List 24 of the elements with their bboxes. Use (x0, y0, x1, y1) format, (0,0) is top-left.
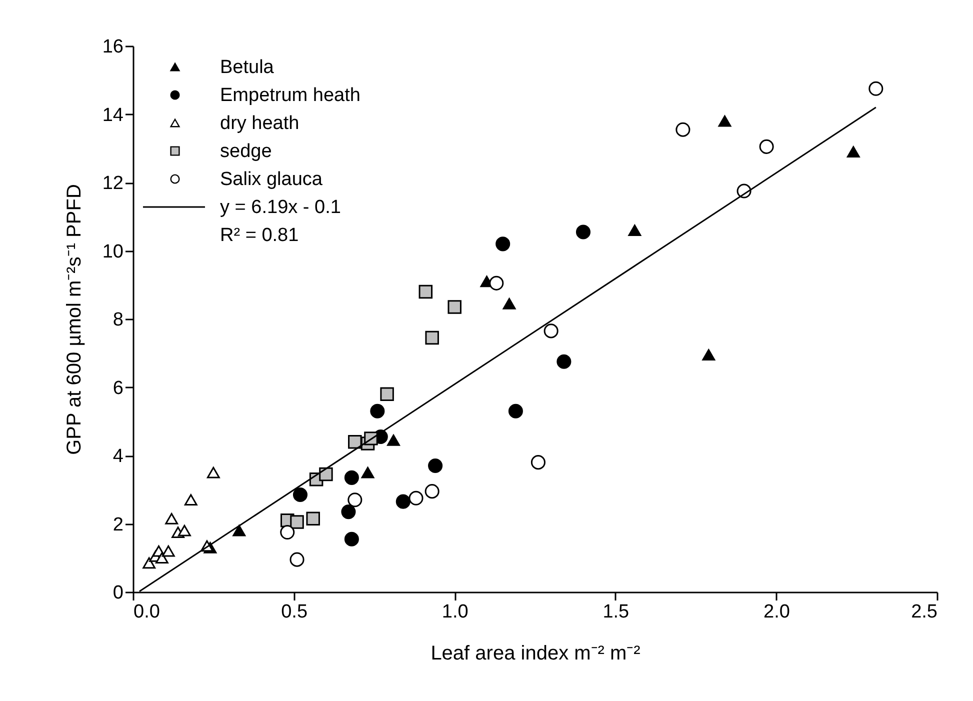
legend-label: dry heath (220, 113, 300, 134)
y-tick-label: 14 (102, 104, 124, 126)
x-axis-title: Leaf area index m⁻² m⁻² (430, 642, 641, 664)
y-tick-label: 0 (112, 582, 124, 604)
x-tick-label: 1.0 (442, 602, 468, 622)
y-tick-label: 6 (112, 378, 124, 399)
y-tick-label: 8 (112, 310, 124, 330)
x-tick-label: 1.5 (602, 602, 630, 622)
x-tick-label: 2.0 (763, 602, 790, 622)
y-tick-label: 10 (102, 241, 124, 262)
legend-label: sedge (220, 141, 272, 162)
y-tick-label: 16 (102, 36, 124, 58)
y-tick-label: 12 (102, 173, 124, 194)
y-tick-label: 4 (112, 446, 124, 467)
x-tick-label: 2.5 (911, 602, 938, 622)
annotation: R² = 0.81 (220, 225, 299, 246)
x-tick-label: 0.0 (134, 602, 160, 622)
legend-label: Empetrum heath (220, 85, 360, 106)
x-tick-label: 0.5 (281, 602, 308, 622)
legend-label: Salix glauca (220, 169, 323, 190)
y-axis-title: GPP at 600 µmol m⁻²s⁻¹ PPFD (63, 184, 86, 455)
legend-label: Betula (220, 57, 274, 78)
y-tick-label: 2 (112, 514, 124, 536)
legend-label: y = 6.19x - 0.1 (220, 197, 341, 218)
